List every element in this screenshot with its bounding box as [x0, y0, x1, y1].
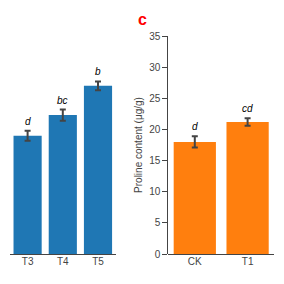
- svg-text:cd: cd: [242, 103, 253, 114]
- svg-text:15: 15: [149, 155, 161, 166]
- svg-text:30: 30: [149, 62, 161, 73]
- svg-text:20: 20: [149, 124, 161, 135]
- svg-text:T1: T1: [242, 256, 254, 267]
- svg-text:T4: T4: [57, 256, 69, 267]
- svg-text:b: b: [95, 66, 101, 77]
- svg-text:0: 0: [155, 249, 161, 260]
- svg-text:10: 10: [149, 186, 161, 197]
- svg-text:Proline content (μg/g): Proline content (μg/g): [133, 97, 144, 193]
- svg-text:d: d: [192, 121, 198, 132]
- svg-text:bc: bc: [57, 95, 68, 106]
- svg-text:d: d: [25, 116, 31, 127]
- svg-text:5: 5: [155, 217, 161, 228]
- svg-text:CK: CK: [188, 256, 202, 267]
- svg-text:c: c: [138, 11, 147, 28]
- svg-text:25: 25: [149, 93, 161, 104]
- svg-text:T3: T3: [22, 256, 34, 267]
- svg-text:T5: T5: [92, 256, 104, 267]
- svg-text:35: 35: [149, 31, 161, 42]
